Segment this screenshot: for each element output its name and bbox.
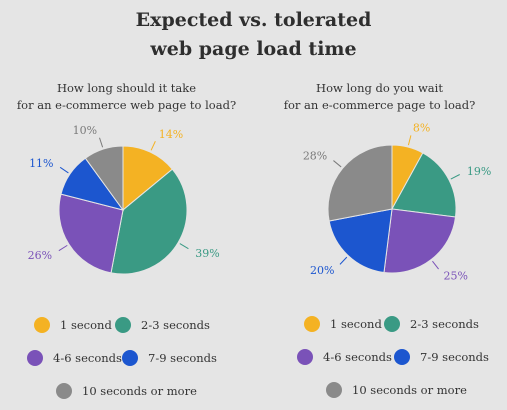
legend-swatch-1-second xyxy=(304,316,320,332)
pie-label-10-seconds-or-more: 28% xyxy=(303,149,327,162)
legend-item-1-second: 1 second xyxy=(34,317,112,333)
pie-label-4-6-seconds: 26% xyxy=(28,249,52,262)
legend-swatch-10-seconds-or-more xyxy=(56,383,72,399)
pie-slice-4-6-seconds xyxy=(383,208,457,274)
pie-leader-line-10-seconds-or-more xyxy=(99,137,104,148)
expected-legend: 1 second 2-3 seconds 4-6 seconds 7-9 sec… xyxy=(0,300,253,410)
legend-item-7-9-seconds: 7-9 seconds xyxy=(394,349,489,365)
pie-leader-line-10-seconds-or-more xyxy=(333,160,342,168)
pie-leader-line-4-6-seconds xyxy=(58,244,68,252)
legend-swatch-4-6-seconds xyxy=(27,350,43,366)
tolerated-legend: 1 second 2-3 seconds 4-6 seconds 7-9 sec… xyxy=(253,300,506,410)
pie-slice-2-3-seconds xyxy=(110,168,188,275)
legend-label-4-6-seconds: 4-6 seconds xyxy=(323,350,392,364)
legend-swatch-2-3-seconds xyxy=(384,316,400,332)
legend-label-7-9-seconds: 7-9 seconds xyxy=(420,350,489,364)
legend-label-2-3-seconds: 2-3 seconds xyxy=(141,318,210,332)
legend-label-10-seconds-or-more: 10 seconds or more xyxy=(82,384,197,398)
pie-slice-4-6-seconds xyxy=(58,193,124,274)
legend-item-10-seconds-or-more: 10 seconds or more xyxy=(56,383,197,399)
pie-leader-line-1-second xyxy=(150,141,156,151)
pie-label-4-6-seconds: 25% xyxy=(443,269,467,282)
tolerated-load-time-panel: How long do you wait for an e-commerce p… xyxy=(253,0,506,410)
legend-item-2-3-seconds: 2-3 seconds xyxy=(115,317,210,333)
legend-item-4-6-seconds: 4-6 seconds xyxy=(297,349,392,365)
tolerated-subtitle: How long do you wait for an e-commerce p… xyxy=(253,80,506,114)
legend-swatch-1-second xyxy=(34,317,50,333)
legend-label-2-3-seconds: 2-3 seconds xyxy=(410,317,479,331)
legend-swatch-2-3-seconds xyxy=(115,317,131,333)
pie-slice-7-9-seconds xyxy=(328,208,393,274)
legend-label-4-6-seconds: 4-6 seconds xyxy=(53,351,122,365)
pie-leader-line-7-9-seconds xyxy=(339,256,348,265)
chart-title-line-2: web page load time xyxy=(150,38,357,60)
legend-item-10-seconds-or-more: 10 seconds or more xyxy=(326,382,467,398)
chart-title: Expected vs. tolerated web page load tim… xyxy=(0,6,507,64)
expected-subtitle: How long should it take for an e-commerc… xyxy=(0,80,253,114)
pie-slice-2-3-seconds xyxy=(391,152,457,218)
legend-label-10-seconds-or-more: 10 seconds or more xyxy=(352,383,467,397)
pie-leader-line-1-second xyxy=(407,135,412,146)
pie-label-1-second: 8% xyxy=(413,122,430,135)
pie-label-10-seconds-or-more: 10% xyxy=(73,124,97,137)
legend-label-1-second: 1 second xyxy=(60,318,112,332)
tolerated-subtitle-line-2: for an e-commerce page to load? xyxy=(283,98,476,112)
legend-label-7-9-seconds: 7-9 seconds xyxy=(148,351,217,365)
pie-label-7-9-seconds: 20% xyxy=(310,264,334,277)
tolerated-subtitle-line-1: How long do you wait xyxy=(316,81,443,95)
legend-label-1-second: 1 second xyxy=(330,317,382,331)
pie-label-2-3-seconds: 39% xyxy=(195,247,219,260)
legend-swatch-7-9-seconds xyxy=(394,349,410,365)
expected-subtitle-line-2: for an e-commerce web page to load? xyxy=(16,98,237,112)
pie-slice-10-seconds-or-more xyxy=(327,144,393,222)
legend-item-1-second: 1 second xyxy=(304,316,382,332)
tolerated-pie-chart: 8% 19% 25% 20% 28% xyxy=(303,122,491,283)
legend-item-4-6-seconds: 4-6 seconds xyxy=(27,350,122,366)
chart-title-line-1: Expected vs. tolerated xyxy=(135,9,372,31)
pie-leader-line-2-3-seconds xyxy=(179,243,189,250)
expected-subtitle-line-1: How long should it take xyxy=(56,81,197,95)
expected-pie-chart: 14% 39% 26% 11% 10% xyxy=(28,124,220,275)
pie-slice-1-second xyxy=(122,145,174,212)
pie-leader-line-7-9-seconds xyxy=(59,166,69,174)
expected-load-time-panel: How long should it take for an e-commerc… xyxy=(0,0,253,410)
pie-label-1-second: 14% xyxy=(159,128,183,141)
legend-swatch-10-seconds-or-more xyxy=(326,382,342,398)
pie-label-2-3-seconds: 19% xyxy=(467,165,491,178)
pie-label-7-9-seconds: 11% xyxy=(29,157,53,170)
pie-slice-10-seconds-or-more xyxy=(84,145,124,212)
legend-swatch-4-6-seconds xyxy=(297,349,313,365)
legend-swatch-7-9-seconds xyxy=(122,350,138,366)
pie-leader-line-4-6-seconds xyxy=(432,260,439,270)
legend-item-2-3-seconds: 2-3 seconds xyxy=(384,316,479,332)
pie-leader-line-2-3-seconds xyxy=(450,174,460,180)
legend-item-7-9-seconds: 7-9 seconds xyxy=(122,350,217,366)
